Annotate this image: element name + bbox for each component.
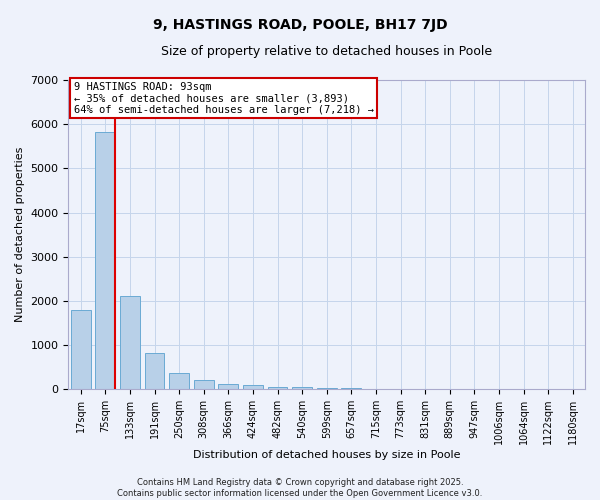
Bar (95, 132, 115, 389)
Bar (169, 372, 189, 389)
Bar (317, 388, 337, 389)
Bar (268, 386, 287, 389)
X-axis label: Distribution of detached houses by size in Poole: Distribution of detached houses by size … (193, 450, 460, 460)
Text: 9 HASTINGS ROAD: 93sqm
← 35% of detached houses are smaller (3,893)
64% of semi-: 9 HASTINGS ROAD: 93sqm ← 35% of detached… (74, 82, 374, 114)
Bar (120, 296, 140, 389)
Bar (218, 384, 238, 389)
Bar (366, 388, 386, 389)
Text: 9, HASTINGS ROAD, POOLE, BH17 7JD: 9, HASTINGS ROAD, POOLE, BH17 7JD (152, 18, 448, 32)
Bar (71, 310, 91, 389)
Bar (292, 387, 312, 389)
Title: Size of property relative to detached houses in Poole: Size of property relative to detached ho… (161, 45, 492, 58)
Bar (341, 388, 361, 389)
Bar (194, 380, 214, 389)
Bar (243, 385, 263, 389)
Bar (145, 353, 164, 389)
Y-axis label: Number of detached properties: Number of detached properties (15, 147, 25, 322)
Text: Contains HM Land Registry data © Crown copyright and database right 2025.
Contai: Contains HM Land Registry data © Crown c… (118, 478, 482, 498)
